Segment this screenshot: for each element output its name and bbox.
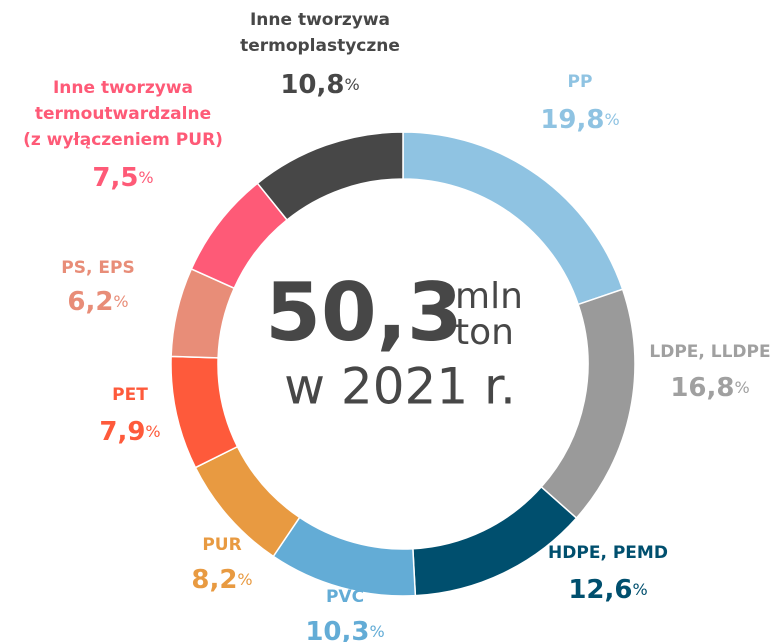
value-number: 10,3	[305, 617, 369, 642]
value-label: 8,2%	[191, 565, 252, 595]
value-number: 7,9	[99, 417, 145, 447]
donut-segment	[272, 516, 417, 597]
value-number: 19,8	[540, 105, 604, 135]
value-unit: %	[734, 378, 749, 397]
value-unit: %	[344, 75, 359, 94]
category-label: LDPE, LLDPE	[649, 342, 770, 362]
value-number: 16,8	[670, 373, 734, 403]
category-label: termoplastyczne	[240, 36, 400, 56]
value-unit: %	[145, 422, 160, 441]
category-label: PP	[568, 72, 593, 92]
category-label: (z wyłączeniem PUR)	[23, 130, 223, 150]
center-unit-top: mln	[455, 276, 523, 317]
value-label: 6,2%	[67, 287, 128, 317]
center-year: w 2021 r.	[284, 358, 516, 416]
value-label: 10,3%	[305, 617, 384, 642]
center-value: 50,3	[265, 266, 462, 359]
value-unit: %	[632, 580, 647, 599]
value-unit: %	[138, 168, 153, 187]
value-label: 7,5%	[92, 163, 153, 193]
value-number: 6,2	[67, 287, 113, 317]
value-number: 8,2	[191, 565, 237, 595]
category-label: HDPE, PEMD	[548, 543, 668, 563]
donut-segment	[170, 355, 239, 469]
value-unit: %	[237, 570, 252, 589]
value-unit: %	[113, 292, 128, 311]
category-label: Inne tworzywa	[250, 10, 390, 30]
category-label: PVC	[326, 587, 364, 607]
value-label: 16,8%	[670, 373, 749, 403]
value-unit: %	[604, 110, 619, 129]
donut-segment	[412, 485, 578, 597]
category-label: PET	[112, 385, 148, 405]
value-number: 7,5	[92, 163, 138, 193]
value-label: 7,9%	[99, 417, 160, 447]
value-number: 10,8	[280, 70, 344, 100]
value-label: 10,8%	[280, 70, 359, 100]
category-label: PS, EPS	[61, 258, 134, 278]
value-unit: %	[369, 622, 384, 641]
category-label: termoutwardzalne	[35, 104, 211, 124]
category-label: Inne tworzywa	[53, 78, 193, 98]
value-label: 19,8%	[540, 105, 619, 135]
donut-segment	[256, 131, 404, 221]
center-unit-bottom: ton	[455, 312, 514, 353]
category-label: PUR	[202, 535, 241, 555]
value-label: 12,6%	[568, 575, 647, 605]
value-number: 12,6	[568, 575, 632, 605]
donut-segment	[540, 288, 636, 520]
